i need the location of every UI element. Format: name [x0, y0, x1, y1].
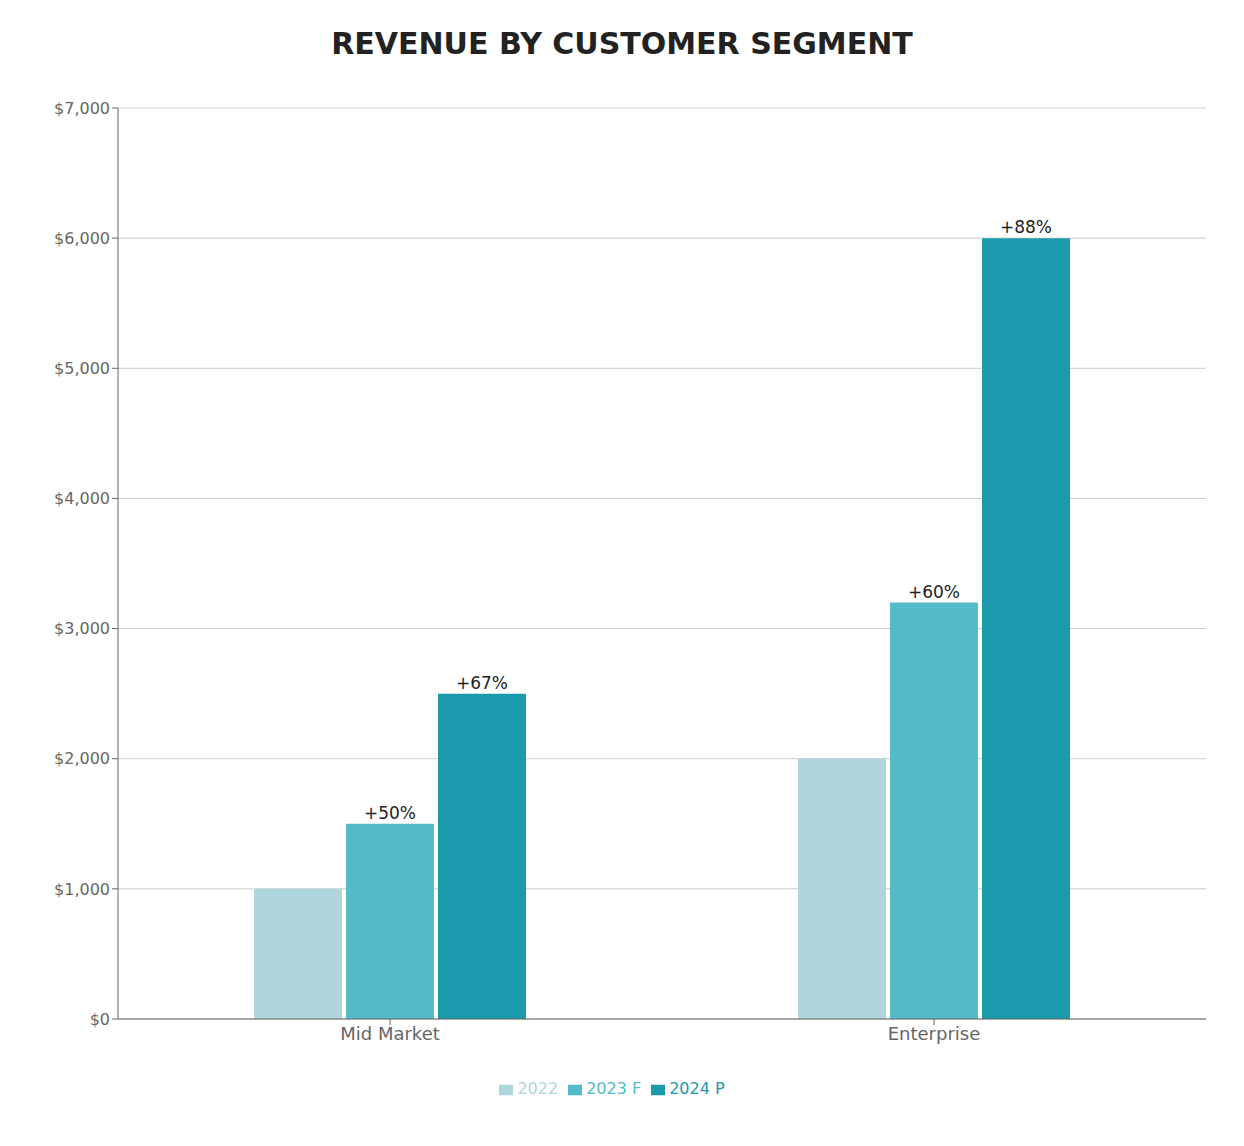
svg-text:+88%: +88%: [1000, 217, 1052, 237]
html-text:2022: 2022: [517, 1079, 559, 1098]
svg-text:+50%: +50%: [364, 803, 416, 823]
svg-text:$3,000: $3,000: [54, 619, 110, 638]
svg-text:$7,000: $7,000: [54, 99, 110, 118]
svg-text:$2,000: $2,000: [54, 749, 110, 768]
svg-text:$1,000: $1,000: [54, 880, 110, 899]
svg-text:$0: $0: [90, 1010, 110, 1029]
html-text:2024 P: 2024 P: [669, 1079, 725, 1098]
html-text:2023 F: 2023 F: [586, 1079, 642, 1098]
svg-text:$6,000: $6,000: [54, 229, 110, 248]
svg-text:+67%: +67%: [456, 673, 508, 693]
svg-text:Mid Market: Mid Market: [340, 1023, 440, 1044]
html-text:REVENUE BY CUSTOMER SEGMENT: REVENUE BY CUSTOMER SEGMENT: [331, 25, 913, 61]
svg-text:$4,000: $4,000: [54, 489, 110, 508]
svg-text:+60%: +60%: [908, 582, 960, 602]
svg-text:Enterprise: Enterprise: [888, 1023, 981, 1044]
svg-text:$5,000: $5,000: [54, 359, 110, 378]
